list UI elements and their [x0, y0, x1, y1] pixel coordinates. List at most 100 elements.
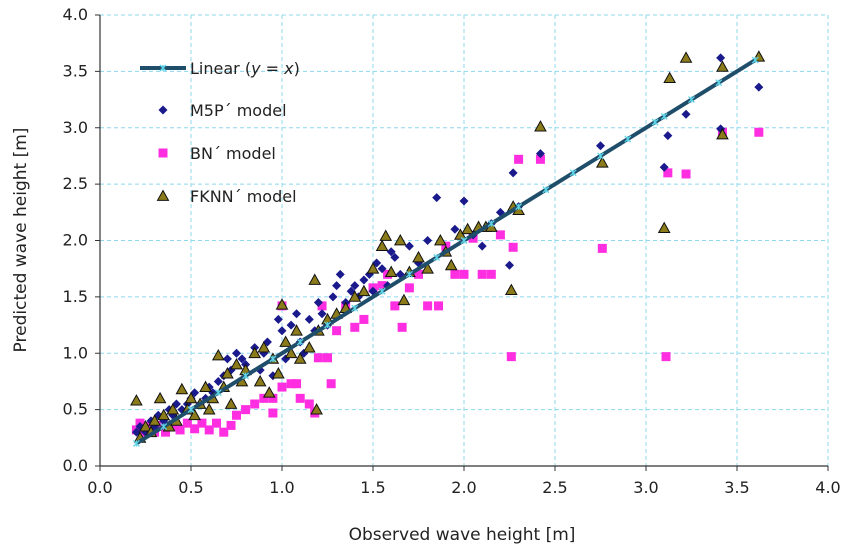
- linear-line-marker: [296, 338, 304, 346]
- diamond-point: [232, 348, 241, 358]
- linear-line-marker: [569, 169, 577, 177]
- x-tick-label: 0.0: [87, 478, 112, 497]
- diamond-point: [304, 314, 314, 324]
- legend: Linear (y = x) M5P´ model BN´ model FKNN´ m…: [140, 59, 300, 206]
- y-tick-label: 3.0: [63, 118, 88, 137]
- x-tick-label: 3.0: [633, 478, 658, 497]
- triangle-point: [293, 352, 307, 364]
- triangle-point: [148, 414, 161, 426]
- y-axis-title: Predicted wave height [m]: [11, 128, 31, 353]
- square-point: [161, 427, 171, 437]
- square-point: [681, 169, 691, 179]
- square-point: [754, 127, 764, 137]
- triangle-point: [153, 391, 167, 404]
- triangle-point: [379, 229, 393, 241]
- diamond-point: [286, 320, 296, 330]
- y-tick-label: 4.0: [63, 5, 88, 24]
- square-point: [377, 281, 387, 291]
- linear-line-marker: [542, 186, 550, 194]
- diamond-point: [292, 309, 302, 319]
- diamond-point: [350, 281, 360, 291]
- diamond-point: [359, 275, 369, 285]
- square-point: [450, 269, 460, 279]
- square-point: [268, 393, 278, 403]
- square-point: [434, 301, 444, 311]
- diamond-point: [313, 298, 323, 308]
- diamond-point: [450, 224, 460, 234]
- diamond-point: [335, 269, 345, 279]
- square-point: [397, 322, 407, 332]
- diamond-point: [222, 354, 232, 364]
- square-point: [661, 352, 671, 362]
- triangle-point: [310, 403, 323, 415]
- x-tick-label: 1.5: [360, 478, 385, 497]
- triangle-point: [290, 324, 303, 336]
- y-tick-label: 0.0: [63, 456, 88, 475]
- triangle-point: [272, 367, 285, 379]
- diamond-point: [237, 354, 247, 364]
- diamond-point: [508, 168, 518, 178]
- diamond-point: [423, 236, 433, 245]
- linear-line-marker: [378, 287, 386, 295]
- diamond-point: [404, 241, 414, 251]
- square-point: [259, 393, 269, 403]
- diamond-point: [386, 247, 396, 257]
- triangle-point: [461, 222, 474, 235]
- triangle-point: [262, 386, 276, 398]
- y-tick-label: 3.5: [63, 61, 88, 80]
- triangle-point: [139, 420, 152, 432]
- y-tick-label: 0.5: [63, 400, 88, 419]
- triangle-point: [421, 262, 434, 274]
- triangle-point: [384, 265, 398, 277]
- x-tick-label: 2.5: [542, 478, 567, 497]
- diamond-point: [681, 109, 691, 119]
- square-point: [168, 422, 178, 432]
- linear-line-marker: [405, 270, 413, 278]
- series-diamond: [131, 53, 764, 437]
- x-tick-label: 4.0: [815, 478, 840, 497]
- linear-line-marker: [351, 304, 359, 312]
- diamond-point: [390, 252, 400, 262]
- square-point: [350, 322, 360, 332]
- linear-line-marker: [515, 203, 523, 211]
- square-point: [226, 420, 236, 430]
- triangle-point: [454, 228, 467, 240]
- linear-line-marker: [751, 56, 759, 64]
- square-point: [211, 418, 221, 428]
- square-point: [332, 326, 342, 336]
- linear-line-marker: [269, 355, 277, 363]
- square-point: [250, 399, 260, 409]
- diamond-point: [505, 260, 514, 270]
- triangle-point: [679, 51, 693, 63]
- triangle-point: [308, 273, 322, 285]
- axes: [95, 14, 829, 471]
- square-point: [508, 242, 518, 252]
- triangle-point: [595, 156, 609, 168]
- square-point: [292, 379, 302, 389]
- triangle-point: [504, 283, 518, 296]
- legend-label: Linear (y = x): [190, 59, 300, 78]
- legend-label: M5P´ model: [190, 101, 287, 120]
- y-tick-label: 1.0: [63, 343, 88, 362]
- triangle-point: [279, 335, 292, 347]
- linear-line-marker: [160, 423, 168, 430]
- legend-label: FKNN´ model: [190, 187, 297, 206]
- triangle-point: [375, 239, 389, 252]
- triangle-point: [397, 293, 411, 306]
- square-point: [304, 399, 314, 409]
- diamond-point: [332, 281, 342, 291]
- square-point: [597, 243, 607, 253]
- square-point: [204, 425, 214, 435]
- tick-labels: 0.0 0.5 1.0 1.5 2.0 2.5 3.0 3.5 4.0 0.0 0.5 1.0 1.5 2…: [63, 5, 841, 497]
- diamond-point: [659, 162, 669, 172]
- triangle-point: [166, 403, 180, 415]
- diamond-point: [213, 376, 223, 386]
- triangle-point: [716, 127, 729, 140]
- legend-triangle-swatch: [156, 189, 170, 201]
- square-point: [663, 168, 673, 178]
- triangle-point: [230, 357, 243, 370]
- diamond-point: [317, 309, 327, 319]
- linear-line-marker: [324, 321, 331, 329]
- square-point: [535, 154, 545, 164]
- linear-line-marker: [597, 152, 604, 160]
